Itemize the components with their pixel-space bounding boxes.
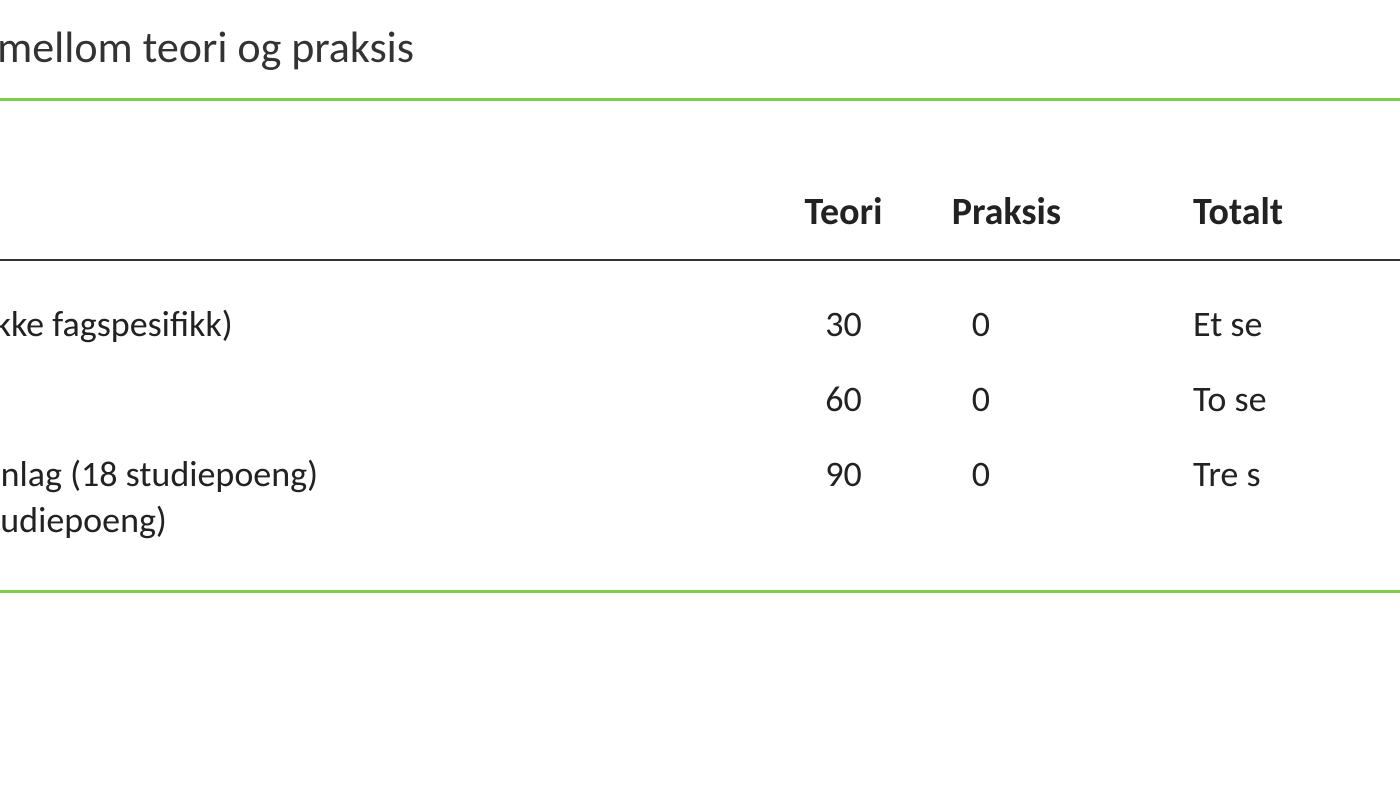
cell-label-line1: apelige grunnlag (18 studiepoeng)	[0, 451, 725, 498]
cell-teori: 30	[745, 260, 942, 362]
cell-totalt: Tre s	[1173, 437, 1400, 559]
col-header-praksis: Praksis	[942, 141, 1173, 260]
cell-totalt: To se	[1173, 362, 1400, 437]
table-row: apelige grunnlag (18 studiepoeng) nlaget…	[0, 437, 1400, 559]
cell-label-line1: e helsefag (ikke fagspesifikk)	[0, 301, 725, 348]
cell-label: apelige grunnlag (18 studiepoeng) nlaget…	[0, 437, 745, 559]
cell-totalt: Et se	[1173, 260, 1400, 362]
cell-label-line2: nlaget (72 studiepoeng)	[0, 497, 725, 544]
cell-teori: 90	[745, 437, 942, 559]
table-header-row: Teori Praksis Totalt	[0, 141, 1400, 260]
cell-label	[0, 362, 745, 437]
cell-praksis: 0	[942, 437, 1173, 559]
divider-top	[0, 98, 1400, 101]
data-table: Teori Praksis Totalt e helsefag (ikke fa…	[0, 141, 1400, 558]
col-header-teori: Teori	[745, 141, 942, 260]
col-header-totalt: Totalt	[1173, 141, 1400, 260]
table-row: e helsefag (ikke fagspesifikk) 30 0 Et s…	[0, 260, 1400, 362]
table-container: diepoeng mellom teori og praksis Teori P…	[0, 20, 1400, 593]
page-title: diepoeng mellom teori og praksis	[0, 20, 1400, 74]
col-header-label	[0, 141, 745, 260]
cell-praksis: 0	[942, 260, 1173, 362]
cell-teori: 60	[745, 362, 942, 437]
divider-bottom	[0, 590, 1400, 593]
table-row: 60 0 To se	[0, 362, 1400, 437]
cell-praksis: 0	[942, 362, 1173, 437]
cell-label: e helsefag (ikke fagspesifikk)	[0, 260, 745, 362]
